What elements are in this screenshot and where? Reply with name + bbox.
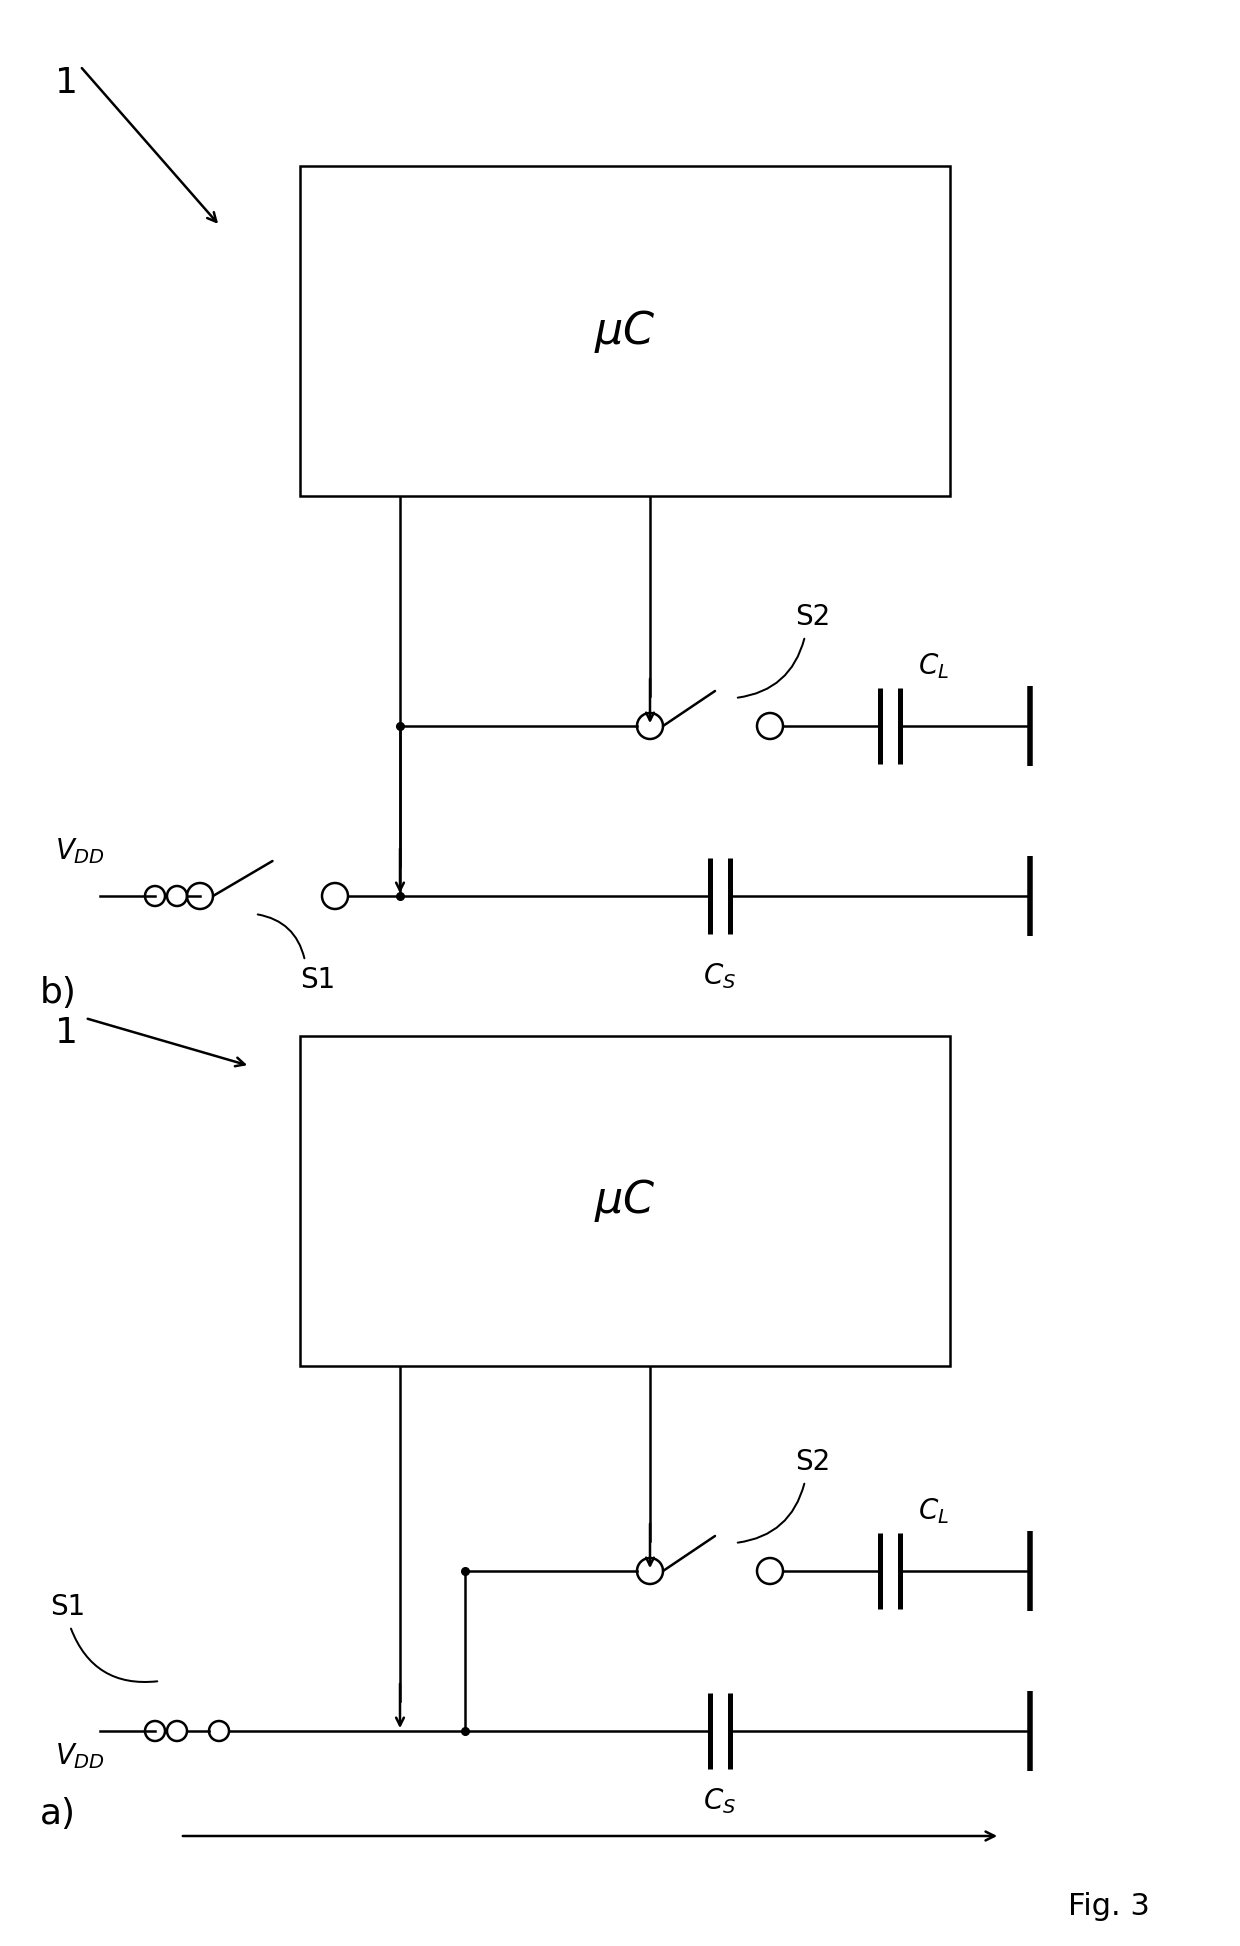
Text: $C_S$: $C_S$ (703, 961, 737, 991)
Text: $C_L$: $C_L$ (918, 652, 949, 681)
Text: Fig. 3: Fig. 3 (1068, 1892, 1149, 1921)
Text: $V_{DD}$: $V_{DD}$ (55, 1742, 105, 1771)
Bar (300, 1035, 950, 1366)
Text: 1: 1 (55, 66, 78, 99)
Text: $\mu$C: $\mu$C (594, 1177, 656, 1224)
Text: S1: S1 (50, 1594, 86, 1621)
Text: 1: 1 (55, 1016, 78, 1051)
Text: $V_{DD}$: $V_{DD}$ (55, 837, 105, 866)
Text: S2: S2 (795, 1448, 831, 1475)
Text: b): b) (40, 977, 77, 1010)
Text: S2: S2 (795, 603, 831, 631)
Text: $C_S$: $C_S$ (703, 1786, 737, 1816)
Bar (300, 165, 950, 496)
Text: $\mu$C: $\mu$C (594, 307, 656, 354)
Text: a): a) (40, 1796, 76, 1831)
Text: S1: S1 (300, 965, 335, 994)
Text: $C_L$: $C_L$ (918, 1496, 949, 1526)
